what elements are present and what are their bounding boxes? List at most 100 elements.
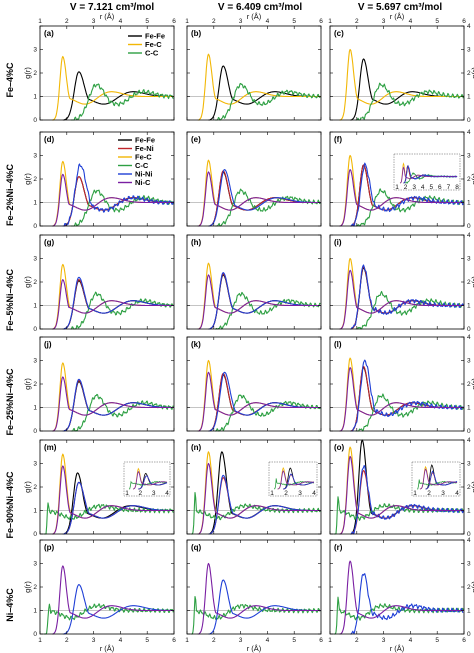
inset-panel-m: 1 2 3 4 xyxy=(123,461,171,497)
x-tick-label: 2 xyxy=(212,18,216,25)
series-ni-ni-line xyxy=(350,464,464,535)
x-tick-label: 6 xyxy=(462,637,466,644)
y-tick-label: 1 xyxy=(33,508,37,515)
x-tick-label: 3 xyxy=(382,18,386,25)
y-tick-label: 1 xyxy=(33,303,37,310)
x-tick-label: 3 xyxy=(382,637,386,644)
y-tick-label: 3 xyxy=(467,358,471,365)
series-ni-ni-line xyxy=(62,584,174,635)
inset-panel-o: 1 2 3 4 xyxy=(411,461,461,497)
plot-frame xyxy=(329,234,465,330)
x-tick-label: 5 xyxy=(292,637,296,644)
y-tick-label: 0 xyxy=(33,531,37,538)
y-tick-label: 3 xyxy=(33,561,37,568)
panel-label: (i) xyxy=(334,238,342,247)
inset-series-ni-c xyxy=(132,470,167,490)
series-fe-c-line xyxy=(339,48,464,121)
y-tick-label: 1 xyxy=(467,508,471,515)
x-tick-label: 1 xyxy=(38,18,42,25)
inset-tick-label: 4 xyxy=(455,490,459,497)
y-tick-label: 1 xyxy=(467,303,471,310)
x-tick-label: 4 xyxy=(266,637,270,644)
y-tick-label: 1 xyxy=(33,200,37,207)
inset-tick-label: 6 xyxy=(438,184,442,191)
y-tick-label: 3 xyxy=(33,47,37,54)
x-tick-label: 5 xyxy=(292,18,296,25)
y-tick-label: 2 xyxy=(467,176,471,183)
y-tick-label: 2 xyxy=(33,484,37,491)
panel-label: (g) xyxy=(44,238,55,247)
inset-tick-label: 4 xyxy=(165,490,169,497)
panel-label: (h) xyxy=(191,238,202,247)
inset-tick-label: 8 xyxy=(455,184,459,191)
y-axis-label-left: g(r) xyxy=(23,276,32,288)
inset-tick-label: 2 xyxy=(139,490,143,497)
panel-label: (n) xyxy=(191,443,202,452)
plot-frame xyxy=(186,539,322,635)
inset-tick-label: 1 xyxy=(270,490,274,497)
series-c-c-line xyxy=(70,83,174,121)
series-ni-ni-line xyxy=(208,272,321,330)
inset-frame xyxy=(268,461,318,497)
inset-series-ni-c xyxy=(399,166,457,184)
inset-tick-label: 3 xyxy=(412,184,416,191)
series-fe-c-line xyxy=(339,257,464,330)
y-axis-label-right: g(r) xyxy=(470,581,474,593)
row-title-3: Fe–5%Ni–4%C xyxy=(5,268,15,331)
legend-entry: Fe-Fe xyxy=(135,136,155,145)
series-c-c-line xyxy=(355,82,464,121)
plot-frame xyxy=(329,539,465,635)
y-tick-label: 4 xyxy=(467,537,471,544)
x-tick-label: 1 xyxy=(328,637,332,644)
panel-i: 0 1 2 3 4 g(r) (i) xyxy=(329,232,474,333)
series-c-c-line xyxy=(44,603,174,635)
series-fe-ni-line xyxy=(208,170,321,227)
y-tick-label: 1 xyxy=(33,608,37,615)
legend-entry: Ni-Ni xyxy=(135,170,153,179)
series-c-c-line xyxy=(215,291,321,330)
series-ni-c-line xyxy=(197,171,321,227)
x-tick-label: 1 xyxy=(185,637,189,644)
x-tick-label: 4 xyxy=(409,18,413,25)
legend-entry: Fe-C xyxy=(145,40,162,49)
row-title-1: Fe–4%C xyxy=(5,62,15,98)
y-tick-label: 2 xyxy=(467,484,471,491)
series-c-c-line xyxy=(44,502,174,535)
panel-label: (j) xyxy=(44,340,52,349)
series-ni-ni-line xyxy=(350,162,464,227)
series-ni-c-line xyxy=(197,274,321,330)
series-c-c-line xyxy=(215,82,321,121)
panel-n: (n) xyxy=(186,439,322,535)
panel-b: 1 2 3 4 5 6 (b) xyxy=(185,18,323,121)
y-tick-label: 1 xyxy=(33,94,37,101)
y-tick-label: 2 xyxy=(33,176,37,183)
x-tick-label: 6 xyxy=(172,637,176,644)
series-ni-ni-line xyxy=(350,359,464,432)
x-tick-label: 1 xyxy=(38,637,42,644)
plot-frame xyxy=(329,25,465,121)
series-ni-ni-line xyxy=(62,276,174,330)
y-tick-label: 0 xyxy=(467,223,471,230)
panel-label: (q) xyxy=(191,543,202,552)
y-axis-label-right: g(r) xyxy=(470,276,474,288)
series-c-c-line xyxy=(191,595,321,635)
series-ni-c-line xyxy=(52,376,174,432)
legend-entry: Fe-C xyxy=(135,153,152,162)
panel-g: 0 1 2 3 g(r) (g) xyxy=(23,234,175,333)
series-c-c-line xyxy=(355,290,464,330)
series-fe-fe-line xyxy=(208,374,321,432)
x-tick-label: 4 xyxy=(119,637,123,644)
panel-label: (m) xyxy=(44,443,57,452)
panel-l: 0 1 2 3 4 g(r) (l) xyxy=(329,334,474,435)
series-fe-c-line xyxy=(197,53,321,121)
y-tick-label: 4 xyxy=(467,129,471,136)
panel-j: 0 1 2 3 g(r) (j) xyxy=(23,336,175,435)
series-c-c-line xyxy=(334,596,464,635)
series-ni-ni-line xyxy=(208,169,321,227)
series-fe-ni-line xyxy=(208,273,321,330)
y-tick-label: 3 xyxy=(33,153,37,160)
y-tick-label: 4 xyxy=(467,23,471,30)
bottom-axis-label: r (Å) xyxy=(100,644,115,653)
